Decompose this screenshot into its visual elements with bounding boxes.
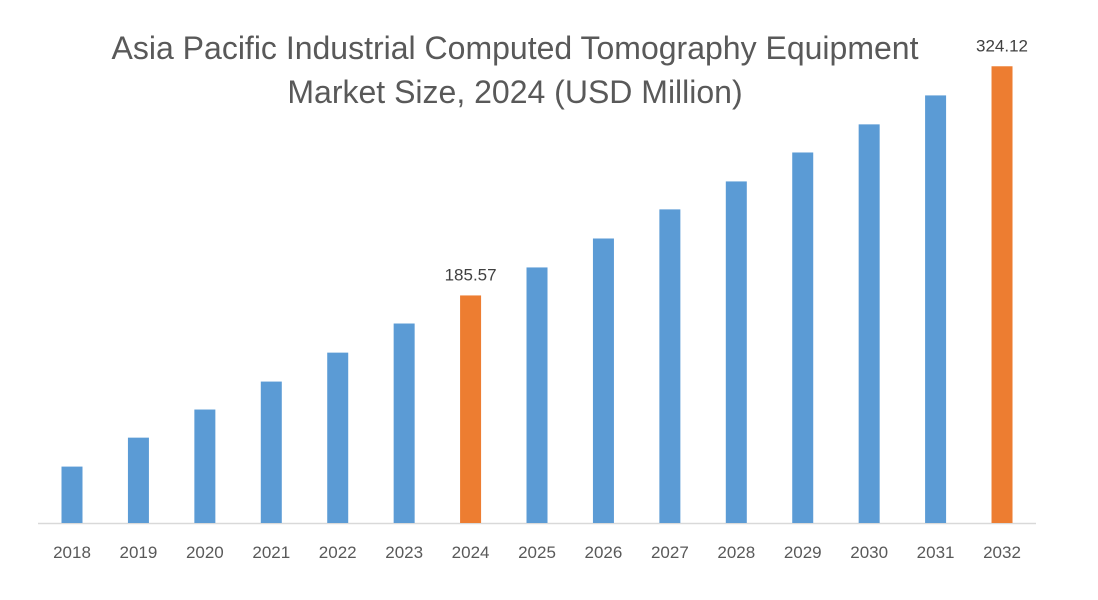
x-tick-label: 2019 [120,543,158,562]
x-tick-label: 2031 [917,543,955,562]
bar-2026 [592,238,614,523]
x-tick-label: 2032 [983,543,1021,562]
x-tick-label: 2018 [53,543,91,562]
data-label-2032: 324.12 [976,36,1028,55]
bar-2030 [858,124,880,523]
bar-2029 [792,152,814,524]
x-tick-label: 2024 [452,543,490,562]
bar-2022 [327,352,349,523]
data-label-2024: 185.57 [445,265,497,284]
x-tick-label: 2023 [385,543,423,562]
chart-title: Asia Pacific Industrial Computed Tomogra… [111,30,919,110]
x-tick-label: 2030 [850,543,888,562]
x-tick-label: 2029 [784,543,822,562]
bar-2023 [393,323,415,523]
bar-2031 [925,95,947,524]
bar-2018 [61,466,83,523]
bar-2028 [725,181,747,523]
bar-2019 [127,437,149,523]
bar-2032 [991,66,1013,523]
bar-2025 [526,267,548,523]
x-tick-label: 2026 [585,543,623,562]
bar-2021 [260,381,282,523]
x-tick-label: 2022 [319,543,357,562]
bar-2024 [460,295,482,523]
x-tick-label: 2020 [186,543,224,562]
x-tick-label: 2028 [717,543,755,562]
bar-2020 [194,409,216,523]
x-tick-label: 2021 [252,543,290,562]
bar-2027 [659,209,681,523]
x-tick-label: 2025 [518,543,556,562]
x-tick-label: 2027 [651,543,689,562]
